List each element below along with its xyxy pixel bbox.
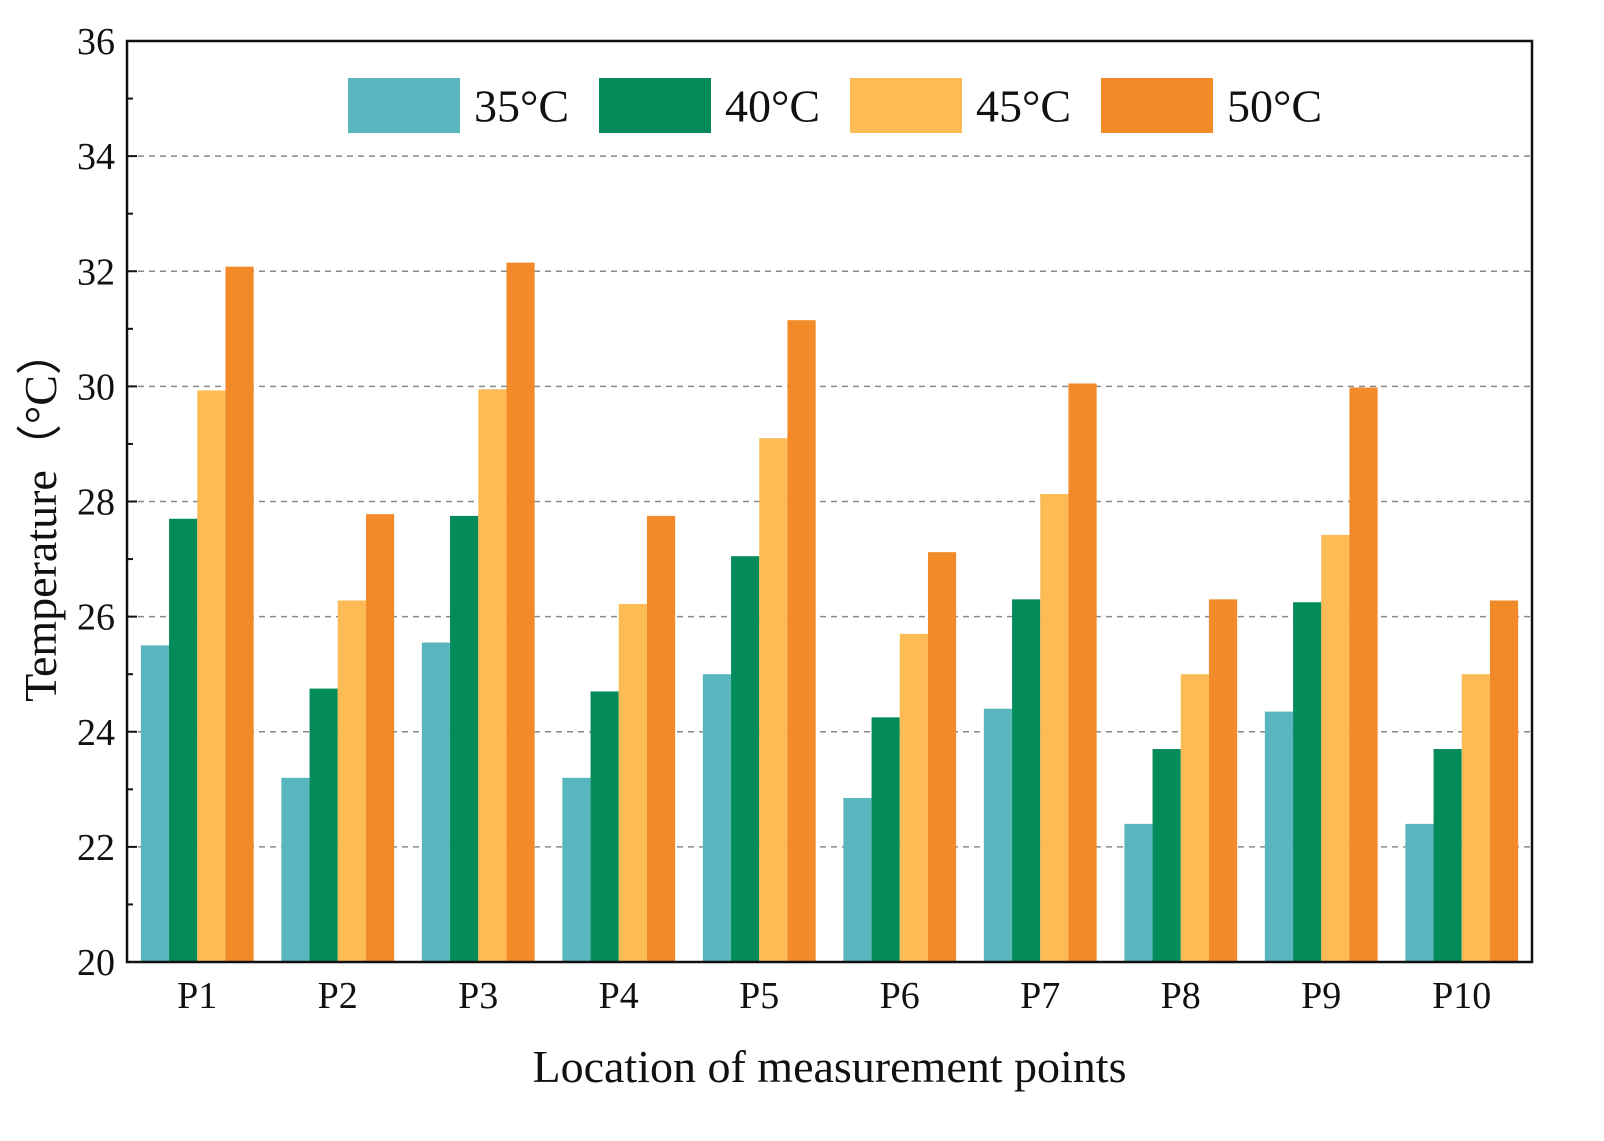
bar-p3-series-1 bbox=[421, 642, 451, 962]
y-tick-label: 30 bbox=[77, 366, 115, 408]
bar-p6-series-1 bbox=[843, 797, 872, 962]
bar-p5-series-2 bbox=[731, 556, 760, 962]
y-tick-label: 28 bbox=[77, 482, 115, 524]
y-tick-label: 34 bbox=[77, 136, 115, 178]
bar-p4-series-2 bbox=[590, 691, 619, 962]
bar-p4-series-3 bbox=[618, 603, 647, 962]
bar-p3-series-2 bbox=[450, 515, 479, 962]
bar-p1-series-1 bbox=[140, 645, 170, 962]
bar-p5-series-1 bbox=[702, 674, 732, 962]
x-tick-label: P4 bbox=[599, 975, 639, 1017]
bar-p7-series-2 bbox=[1012, 599, 1041, 962]
legend-label-4: 50°C bbox=[1227, 81, 1322, 132]
bar-p9-series-4 bbox=[1349, 387, 1378, 962]
bar-p1-series-4 bbox=[225, 266, 254, 962]
bar-p5-series-3 bbox=[759, 438, 788, 962]
bar-p4-series-4 bbox=[646, 515, 676, 962]
bar-p10-series-3 bbox=[1461, 674, 1490, 962]
bar-p6-series-2 bbox=[871, 717, 900, 962]
legend-swatch-2 bbox=[599, 78, 711, 133]
bar-p9-series-1 bbox=[1264, 711, 1294, 962]
bar-p8-series-2 bbox=[1152, 749, 1181, 962]
x-tick-label: P6 bbox=[880, 975, 920, 1017]
bar-p4-series-1 bbox=[562, 777, 591, 962]
legend-label-1: 35°C bbox=[474, 81, 569, 132]
y-tick-label: 20 bbox=[77, 942, 115, 984]
x-tick-label: P8 bbox=[1161, 975, 1201, 1017]
bar-p2-series-3 bbox=[337, 600, 366, 962]
x-tick-label: P5 bbox=[739, 975, 779, 1017]
bar-p2-series-1 bbox=[281, 777, 310, 962]
legend-swatch-1 bbox=[348, 78, 460, 133]
legend-swatch-4 bbox=[1101, 78, 1213, 133]
bar-p2-series-4 bbox=[365, 514, 395, 962]
legend-swatch-3 bbox=[850, 78, 962, 133]
bar-p7-series-4 bbox=[1068, 383, 1097, 962]
bar-p7-series-3 bbox=[1040, 494, 1069, 962]
bar-p10-series-2 bbox=[1433, 749, 1462, 962]
y-tick-label: 36 bbox=[77, 21, 115, 63]
bar-p9-series-2 bbox=[1293, 602, 1322, 962]
axes: P1 P2 P3 P4 P5 P6 P7 P8 P9 P10 20 22 24 26 28 30 32 34 36 bbox=[77, 21, 1534, 1017]
y-tick-label: 22 bbox=[77, 827, 115, 869]
bar-p8-series-4 bbox=[1208, 599, 1238, 962]
bar-p10-series-4 bbox=[1489, 600, 1519, 962]
x-tick-label: P10 bbox=[1432, 975, 1491, 1017]
bar-p2-series-2 bbox=[309, 688, 338, 962]
legend-label-3: 45°C bbox=[976, 81, 1071, 132]
x-tick-label: P7 bbox=[1020, 975, 1060, 1017]
x-tick-label: P9 bbox=[1301, 975, 1341, 1017]
bar-p8-series-1 bbox=[1124, 823, 1153, 962]
bar-p1-series-2 bbox=[169, 518, 198, 962]
legend-label-2: 40°C bbox=[725, 81, 820, 132]
bar-p1-series-3 bbox=[197, 390, 226, 962]
bar-p8-series-3 bbox=[1180, 674, 1209, 962]
legend: 35°C 40°C 45°C 50°C bbox=[348, 78, 1322, 133]
bars bbox=[140, 262, 1519, 963]
bar-p3-series-4 bbox=[506, 262, 535, 963]
y-axis-title: Temperature（°C） bbox=[15, 329, 66, 702]
x-tick-label: P1 bbox=[177, 975, 217, 1017]
bar-p6-series-4 bbox=[927, 552, 957, 962]
x-tick-label: P2 bbox=[318, 975, 358, 1017]
bar-p6-series-3 bbox=[899, 633, 928, 962]
y-tick-label: 32 bbox=[77, 251, 115, 293]
x-tick-label: P3 bbox=[458, 975, 498, 1017]
y-tick-label: 26 bbox=[77, 597, 115, 639]
bar-p9-series-3 bbox=[1321, 534, 1350, 962]
bar-p3-series-3 bbox=[478, 389, 507, 962]
y-tick-label: 24 bbox=[77, 712, 115, 754]
bar-p7-series-1 bbox=[983, 708, 1013, 962]
bar-p10-series-1 bbox=[1405, 823, 1434, 962]
x-axis-title: Location of measurement points bbox=[532, 1041, 1126, 1092]
bar-p5-series-4 bbox=[787, 320, 816, 963]
